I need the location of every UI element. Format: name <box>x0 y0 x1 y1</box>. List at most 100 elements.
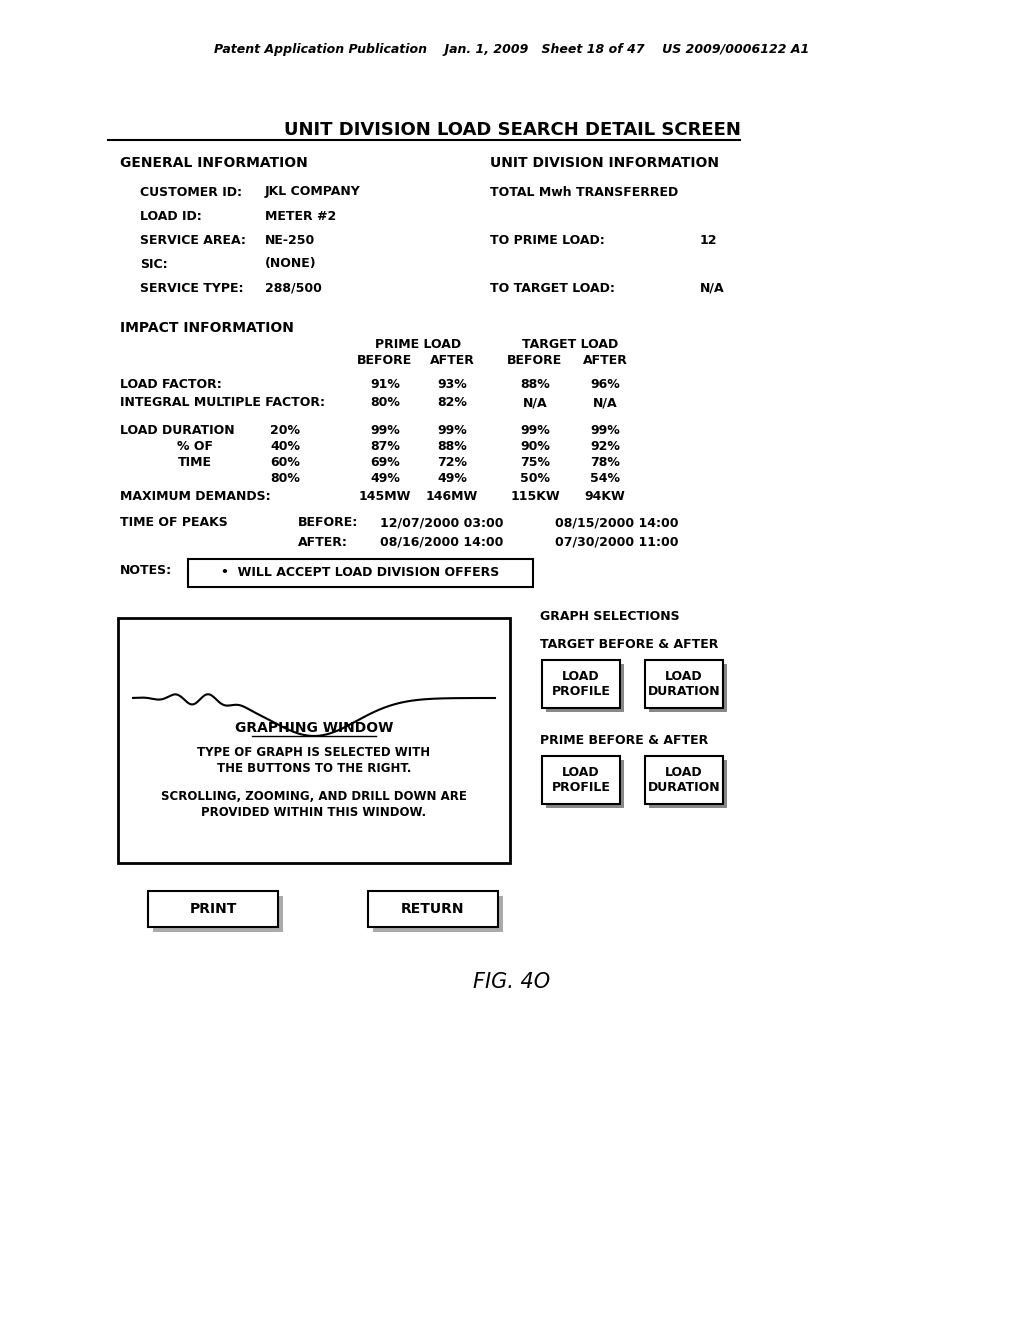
Text: BEFORE: BEFORE <box>507 354 562 367</box>
Text: N/A: N/A <box>522 396 547 409</box>
Text: •  WILL ACCEPT LOAD DIVISION OFFERS: • WILL ACCEPT LOAD DIVISION OFFERS <box>221 566 499 579</box>
Text: AFTER: AFTER <box>583 354 628 367</box>
Text: BEFORE: BEFORE <box>357 354 413 367</box>
Text: 54%: 54% <box>590 471 620 484</box>
Text: TYPE OF GRAPH IS SELECTED WITH: TYPE OF GRAPH IS SELECTED WITH <box>198 747 430 759</box>
Text: PRIME BEFORE & AFTER: PRIME BEFORE & AFTER <box>540 734 709 747</box>
Text: 40%: 40% <box>270 440 300 453</box>
Text: 82%: 82% <box>437 396 467 409</box>
Text: MAXIMUM DEMANDS:: MAXIMUM DEMANDS: <box>120 490 270 503</box>
Text: 80%: 80% <box>270 471 300 484</box>
Text: LOAD
DURATION: LOAD DURATION <box>648 766 720 795</box>
Text: LOAD
PROFILE: LOAD PROFILE <box>552 766 610 795</box>
Text: IMPACT INFORMATION: IMPACT INFORMATION <box>120 321 294 335</box>
Bar <box>649 664 727 711</box>
Text: NOTES:: NOTES: <box>120 564 172 577</box>
Text: TIME OF PEAKS: TIME OF PEAKS <box>120 516 227 529</box>
Text: BEFORE:: BEFORE: <box>298 516 358 529</box>
Text: 60%: 60% <box>270 455 300 469</box>
Text: LOAD
PROFILE: LOAD PROFILE <box>552 671 610 698</box>
Text: PROVIDED WITHIN THIS WINDOW.: PROVIDED WITHIN THIS WINDOW. <box>202 807 427 820</box>
Text: (NONE): (NONE) <box>265 257 316 271</box>
Bar <box>373 896 503 932</box>
Text: TO TARGET LOAD:: TO TARGET LOAD: <box>490 281 614 294</box>
Bar <box>368 891 498 927</box>
Text: 07/30/2000 11:00: 07/30/2000 11:00 <box>555 536 679 549</box>
Text: FIG. 4O: FIG. 4O <box>473 972 551 993</box>
Text: 99%: 99% <box>520 424 550 437</box>
Text: TIME: TIME <box>178 455 212 469</box>
Text: JKL COMPANY: JKL COMPANY <box>265 186 360 198</box>
Text: 50%: 50% <box>520 471 550 484</box>
Text: 72%: 72% <box>437 455 467 469</box>
Text: PRIME LOAD: PRIME LOAD <box>375 338 461 351</box>
Bar <box>153 896 283 932</box>
Text: NE-250: NE-250 <box>265 234 315 247</box>
Text: AFTER: AFTER <box>429 354 474 367</box>
Text: THE BUTTONS TO THE RIGHT.: THE BUTTONS TO THE RIGHT. <box>217 763 412 776</box>
Text: 88%: 88% <box>520 379 550 392</box>
Text: Patent Application Publication    Jan. 1, 2009   Sheet 18 of 47    US 2009/00061: Patent Application Publication Jan. 1, 2… <box>214 44 810 57</box>
Text: N/A: N/A <box>700 281 725 294</box>
Text: PRINT: PRINT <box>189 902 237 916</box>
Text: UNIT DIVISION LOAD SEARCH DETAIL SCREEN: UNIT DIVISION LOAD SEARCH DETAIL SCREEN <box>284 121 740 139</box>
Text: UNIT DIVISION INFORMATION: UNIT DIVISION INFORMATION <box>490 156 719 170</box>
Text: 12/07/2000 03:00: 12/07/2000 03:00 <box>380 516 504 529</box>
Text: 94KW: 94KW <box>585 490 626 503</box>
Text: METER #2: METER #2 <box>265 210 336 223</box>
Text: 12: 12 <box>700 234 718 247</box>
Text: TOTAL Mwh TRANSFERRED: TOTAL Mwh TRANSFERRED <box>490 186 678 198</box>
Text: INTEGRAL MULTIPLE FACTOR:: INTEGRAL MULTIPLE FACTOR: <box>120 396 325 409</box>
Text: 90%: 90% <box>520 440 550 453</box>
Text: 87%: 87% <box>370 440 400 453</box>
Text: AFTER:: AFTER: <box>298 536 348 549</box>
Text: TO PRIME LOAD:: TO PRIME LOAD: <box>490 234 605 247</box>
Text: SCROLLING, ZOOMING, AND DRILL DOWN ARE: SCROLLING, ZOOMING, AND DRILL DOWN ARE <box>161 791 467 804</box>
Bar <box>118 618 510 863</box>
Text: 08/15/2000 14:00: 08/15/2000 14:00 <box>555 516 679 529</box>
Text: RETURN: RETURN <box>401 902 465 916</box>
Text: 49%: 49% <box>437 471 467 484</box>
Text: 145MW: 145MW <box>358 490 412 503</box>
Bar <box>546 760 624 808</box>
Bar <box>546 664 624 711</box>
Text: 288/500: 288/500 <box>265 281 322 294</box>
Text: % OF: % OF <box>177 440 213 453</box>
Text: GRAPHING WINDOW: GRAPHING WINDOW <box>234 721 393 735</box>
Text: 99%: 99% <box>437 424 467 437</box>
Text: 115KW: 115KW <box>510 490 560 503</box>
Text: 93%: 93% <box>437 379 467 392</box>
Text: CUSTOMER ID:: CUSTOMER ID: <box>140 186 242 198</box>
Text: 69%: 69% <box>370 455 400 469</box>
Text: 99%: 99% <box>590 424 620 437</box>
Bar <box>542 660 620 708</box>
Bar <box>649 760 727 808</box>
Text: 92%: 92% <box>590 440 620 453</box>
Text: 146MW: 146MW <box>426 490 478 503</box>
Text: 80%: 80% <box>370 396 400 409</box>
Text: LOAD
DURATION: LOAD DURATION <box>648 671 720 698</box>
Text: TARGET LOAD: TARGET LOAD <box>522 338 618 351</box>
Text: 78%: 78% <box>590 455 620 469</box>
Text: GENERAL INFORMATION: GENERAL INFORMATION <box>120 156 308 170</box>
Text: 91%: 91% <box>370 379 400 392</box>
Text: SERVICE AREA:: SERVICE AREA: <box>140 234 246 247</box>
Text: LOAD ID:: LOAD ID: <box>140 210 202 223</box>
Text: 88%: 88% <box>437 440 467 453</box>
Bar <box>645 660 723 708</box>
Text: TARGET BEFORE & AFTER: TARGET BEFORE & AFTER <box>540 638 719 651</box>
Text: SERVICE TYPE:: SERVICE TYPE: <box>140 281 244 294</box>
Text: SIC:: SIC: <box>140 257 168 271</box>
Text: 08/16/2000 14:00: 08/16/2000 14:00 <box>380 536 504 549</box>
Text: 75%: 75% <box>520 455 550 469</box>
Text: LOAD DURATION: LOAD DURATION <box>120 424 234 437</box>
Bar <box>188 558 534 587</box>
Text: 20%: 20% <box>270 424 300 437</box>
Bar <box>645 756 723 804</box>
Text: 49%: 49% <box>370 471 400 484</box>
Text: GRAPH SELECTIONS: GRAPH SELECTIONS <box>540 610 680 623</box>
Bar <box>148 891 278 927</box>
Text: 96%: 96% <box>590 379 620 392</box>
Text: LOAD FACTOR:: LOAD FACTOR: <box>120 379 222 392</box>
Text: N/A: N/A <box>593 396 617 409</box>
